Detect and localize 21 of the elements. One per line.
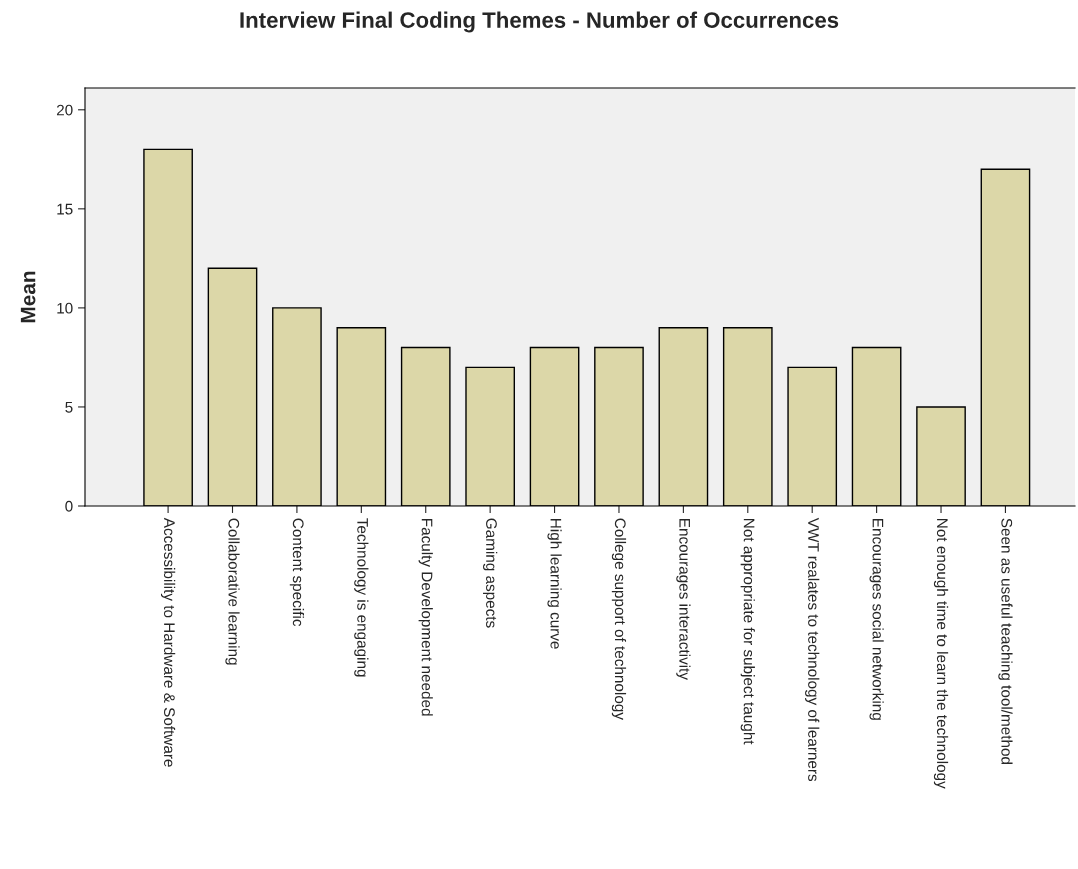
x-tick-label: Not appropriate for subject taught xyxy=(740,519,755,745)
x-tick-label: Gaming aspects xyxy=(483,518,498,628)
x-tick-label: Not enough time to learn the technology xyxy=(933,519,949,789)
y-tick-label: 0 xyxy=(65,500,73,512)
y-tick-label: 20 xyxy=(56,104,73,116)
x-tick-label: Accessibility to Hardware & Software xyxy=(160,517,176,767)
x-tick-label: Encourages interactivity xyxy=(676,519,691,680)
x-tick-label: College support of technology xyxy=(611,518,627,720)
x-tick-label: High learning curve xyxy=(547,519,562,649)
x-tick-label: VWT realates to technology of learners xyxy=(805,517,820,782)
x-tick-label: Collaborative learning xyxy=(225,518,240,665)
y-tick-label: 15 xyxy=(57,203,73,215)
x-tick-label: Content specific xyxy=(289,518,305,627)
y-axis-title: Mean xyxy=(20,271,36,323)
x-tick-label: Faculty Development needed xyxy=(418,519,433,716)
x-tick-label: Seen as useful teaching tool/method xyxy=(998,518,1013,764)
y-tick-label: 10 xyxy=(57,302,73,314)
chart-title: Interview Final Coding Themes - Number of Occurrences xyxy=(240,11,839,33)
y-tick-label: 5 xyxy=(65,401,73,413)
x-tick-label: Technology is engaging xyxy=(354,518,369,677)
x-tick-label: Encourages social networking xyxy=(869,519,884,720)
